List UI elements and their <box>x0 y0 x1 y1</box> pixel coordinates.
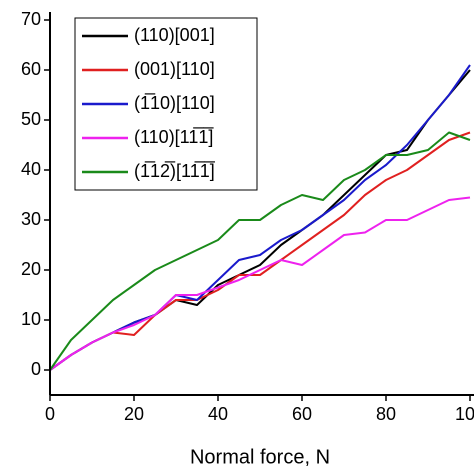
legend-label: (110)[001] <box>134 25 215 45</box>
x-tick-label: 100 <box>455 404 474 424</box>
legend-label: (001)[110] <box>134 59 215 79</box>
x-tick-label: 20 <box>124 404 144 424</box>
x-tick-label: 0 <box>45 404 55 424</box>
x-tick-label: 80 <box>376 404 396 424</box>
series-line <box>49 196 471 371</box>
x-axis-label: Normal force, N <box>190 446 330 468</box>
legend-label: (110)[11̅1̅] <box>134 127 214 147</box>
legend-label: (1̅12̅)[11̅1̅] <box>134 161 216 181</box>
x-tick-label: 40 <box>208 404 228 424</box>
series-line <box>49 131 471 371</box>
y-tick-label: 60 <box>21 59 41 79</box>
series-line <box>49 131 471 371</box>
y-tick-label: 40 <box>21 159 41 179</box>
y-tick-label: 50 <box>21 109 41 129</box>
y-tick-label: 20 <box>21 259 41 279</box>
y-tick-label: 70 <box>21 9 41 29</box>
y-tick-label: 10 <box>21 309 41 329</box>
y-tick-label: 0 <box>31 359 41 379</box>
x-tick-label: 60 <box>292 404 312 424</box>
y-tick-label: 30 <box>21 209 41 229</box>
legend-label: (1̅10)[110] <box>134 93 215 113</box>
